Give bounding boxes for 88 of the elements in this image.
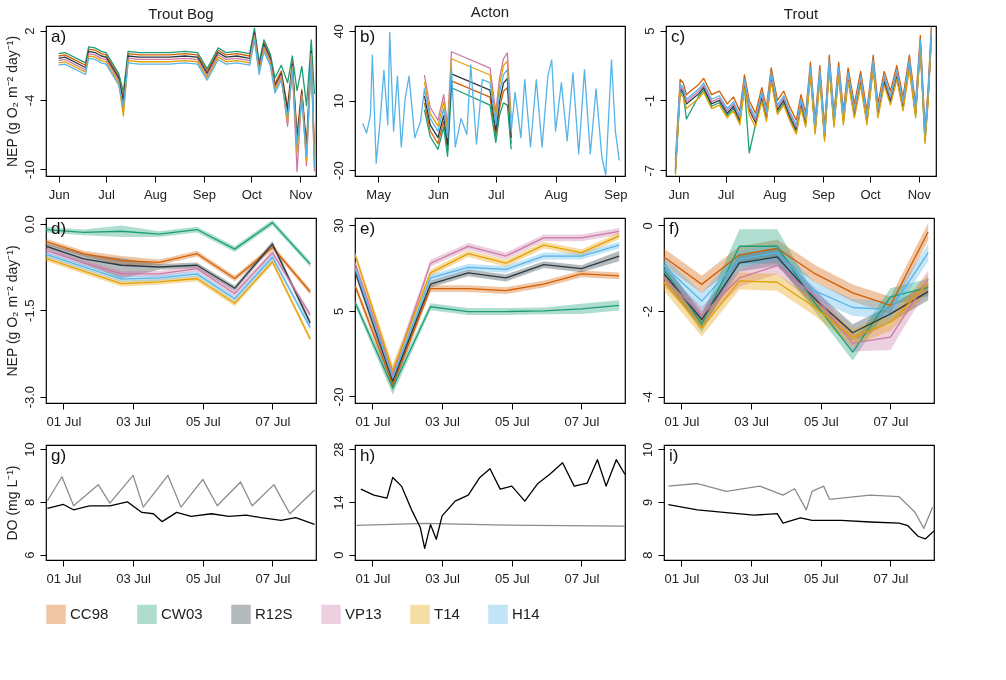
legend-label: H14 — [512, 605, 540, 623]
x-tick-label: Sep — [811, 186, 836, 202]
x-tick-label: Jul — [487, 186, 505, 202]
x-tick-label: 01 Jul — [46, 413, 82, 429]
y-tick-label: 8 — [21, 498, 37, 506]
y-tick-label: -1 — [641, 95, 657, 107]
y-tick-label: 6 — [21, 551, 37, 559]
y-tick-label: 30 — [330, 218, 346, 233]
chart-title: Trout Bog — [148, 5, 214, 22]
x-tick-label: Sep — [192, 186, 216, 202]
x-tick-label: Aug — [143, 186, 168, 202]
annotation: c) — [671, 27, 686, 46]
x-tick-label: Sep — [604, 186, 628, 202]
legend-label: T14 — [434, 605, 460, 623]
x-tick-label: 07 Jul — [564, 413, 600, 429]
x-tick-label: 01 Jul — [355, 570, 391, 586]
x-tick-label: 07 Jul — [255, 570, 291, 586]
y-tick-label: 0 — [330, 551, 346, 559]
x-tick-label: 01 Jul — [664, 570, 700, 586]
x-tick-label: 07 Jul — [255, 413, 291, 429]
y-tick-label: -3.0 — [21, 385, 37, 409]
y-axis-title: NEP (g O₂ m⁻² day⁻¹) — [3, 245, 20, 377]
x-tick-label: 03 Jul — [734, 570, 770, 586]
x-tick-label: 03 Jul — [116, 570, 152, 586]
y-tick-label: 14 — [330, 495, 346, 510]
y-tick-label: 2 — [21, 27, 37, 35]
x-tick-label: Nov — [289, 186, 313, 202]
x-tick-label: 05 Jul — [803, 413, 839, 429]
x-tick-label: 03 Jul — [116, 413, 152, 429]
x-tick-label: 07 Jul — [564, 570, 600, 586]
y-tick-label: -4 — [21, 94, 37, 107]
annotation: f) — [669, 219, 680, 238]
y-tick-label: 28 — [330, 442, 346, 457]
y-tick-label: -10 — [21, 160, 37, 179]
annotation: b) — [360, 27, 376, 46]
y-tick-label: 10 — [21, 442, 37, 457]
y-tick-label: -2 — [639, 305, 655, 318]
x-tick-label: Aug — [544, 186, 568, 202]
x-tick-label: 03 Jul — [734, 413, 770, 429]
x-tick-label: 03 Jul — [425, 570, 461, 586]
y-axis-title: NEP (g O₂ m⁻² day⁻¹) — [3, 35, 20, 168]
chart-title: Acton — [470, 2, 510, 20]
y-tick-label: -20 — [330, 387, 346, 407]
x-tick-label: Jun — [48, 186, 70, 202]
annotation: e) — [360, 219, 376, 238]
x-tick-label: 07 Jul — [873, 413, 909, 429]
chart-title: Trout — [783, 5, 820, 22]
legend-label: VP13 — [345, 605, 382, 623]
x-tick-label: 05 Jul — [494, 413, 530, 429]
x-tick-label: Jun — [668, 186, 690, 202]
x-tick-label: Jul — [717, 186, 735, 202]
x-tick-label: May — [366, 186, 392, 202]
legend-label: CC98 — [70, 605, 109, 623]
legend-label: CW03 — [161, 605, 203, 623]
x-tick-label: Oct — [241, 186, 263, 202]
legend-label: R12S — [255, 605, 293, 623]
annotation: h) — [360, 446, 376, 465]
y-axis-title: DO (mg L⁻¹) — [3, 465, 20, 541]
y-tick-label: -7 — [641, 164, 657, 177]
y-tick-label: -1.5 — [21, 299, 37, 322]
x-tick-label: 05 Jul — [803, 570, 839, 586]
x-tick-label: Oct — [860, 186, 882, 202]
x-tick-label: Jul — [98, 186, 115, 202]
x-tick-label: 03 Jul — [425, 413, 461, 429]
x-tick-label: Jun — [427, 186, 449, 202]
y-tick-label: 5 — [641, 27, 657, 35]
x-tick-label: 05 Jul — [185, 570, 221, 586]
annotation: g) — [51, 446, 67, 465]
y-tick-label: -20 — [330, 161, 346, 181]
x-tick-label: 07 Jul — [873, 570, 909, 586]
y-tick-label: 0 — [639, 222, 655, 230]
y-tick-label: 8 — [639, 551, 655, 559]
x-tick-label: Aug — [763, 186, 787, 202]
x-tick-label: 01 Jul — [46, 570, 82, 586]
y-tick-label: 5 — [330, 307, 346, 315]
x-tick-label: 05 Jul — [185, 413, 221, 429]
y-tick-label: 9 — [639, 498, 655, 507]
y-tick-label: 10 — [639, 442, 655, 457]
y-tick-label: 40 — [330, 24, 346, 39]
x-tick-label: Nov — [907, 186, 932, 202]
annotation: i) — [669, 446, 679, 465]
x-tick-label: 01 Jul — [664, 413, 700, 429]
y-tick-label: 0.0 — [21, 215, 37, 234]
x-tick-label: 05 Jul — [494, 570, 530, 586]
y-tick-label: 10 — [330, 93, 346, 109]
x-tick-label: 01 Jul — [355, 413, 391, 429]
annotation: a) — [51, 27, 67, 46]
y-tick-label: -4 — [639, 391, 655, 403]
